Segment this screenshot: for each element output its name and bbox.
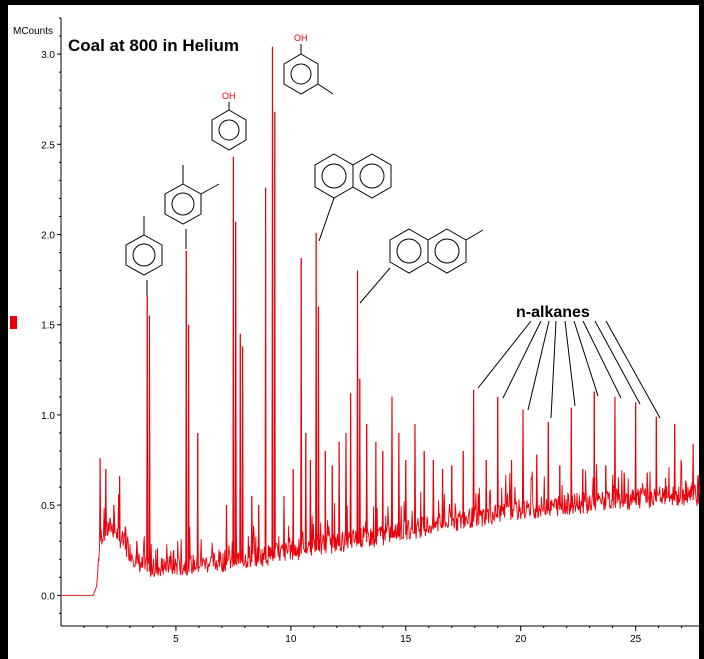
cresol-oh-label: OH bbox=[294, 33, 308, 43]
frame-marker[interactable] bbox=[10, 316, 17, 329]
y-tick-label-2: 1.0 bbox=[41, 411, 55, 422]
y-axis-label: MCounts bbox=[13, 26, 53, 37]
y-tick-label-5: 2.5 bbox=[41, 140, 55, 151]
n-alkanes-leader-lines bbox=[477, 320, 661, 419]
frame-top-bar bbox=[0, 0, 704, 5]
x-tick-label-2: 15 bbox=[400, 634, 412, 645]
toluene-structure-icon bbox=[125, 216, 163, 296]
n-alkanes-label: n-alkanes bbox=[516, 304, 590, 321]
y-tick-label-3: 1.5 bbox=[41, 321, 55, 332]
xylene-structure-icon bbox=[164, 165, 220, 249]
methylnaphthalene-structure-icon bbox=[359, 228, 484, 304]
y-tick-label-1: 0.5 bbox=[41, 501, 55, 512]
frame-right-bar bbox=[699, 0, 704, 659]
x-tick-label-3: 20 bbox=[515, 634, 527, 645]
cresol-structure-icon bbox=[283, 44, 334, 95]
y-tick-label-0: 0.0 bbox=[41, 591, 55, 602]
x-ticks: 5 10 15 20 25 bbox=[83, 626, 683, 645]
phenol-oh-label: OH bbox=[222, 91, 236, 101]
y-tick-label-4: 2.0 bbox=[41, 230, 55, 241]
chromatogram-trace bbox=[61, 46, 701, 596]
x-tick-label-4: 25 bbox=[630, 634, 642, 645]
trace-layer bbox=[61, 46, 701, 596]
chart-title: Coal at 800 in Helium bbox=[68, 36, 239, 55]
x-tick-label-0: 5 bbox=[173, 634, 179, 645]
frame-left-bar bbox=[0, 0, 8, 659]
phenol-structure-icon bbox=[211, 102, 247, 151]
y-tick-label-6: 3.0 bbox=[41, 50, 55, 61]
y-ticks: 0.0 0.5 1.0 1.5 2.0 2.5 3.0 bbox=[41, 17, 61, 614]
x-tick-label-1: 10 bbox=[285, 634, 297, 645]
naphthalene-structure-icon bbox=[314, 153, 392, 242]
